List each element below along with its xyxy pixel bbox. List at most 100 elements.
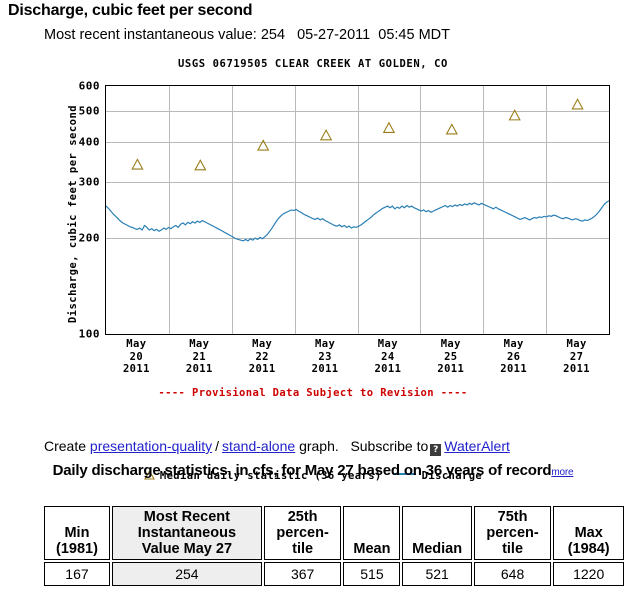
chart-legend: Median daily statistic (36 years) Dischar…	[0, 469, 626, 483]
x-tick-label: May 27 2011	[549, 338, 605, 376]
table-header-line: (1981)	[56, 541, 98, 557]
gridline-vertical	[483, 86, 485, 334]
table-value-cell: 367	[263, 562, 342, 586]
table-header-line: Min	[64, 525, 90, 541]
median-statistic-marker	[319, 129, 333, 141]
median-statistic-marker	[382, 121, 396, 133]
x-tick-line: 2011	[500, 363, 528, 375]
x-tick-label: May 23 2011	[297, 338, 353, 376]
table-header-line: (1984)	[567, 541, 610, 557]
table-header-cell: Mean	[343, 506, 401, 560]
more-link[interactable]: more	[551, 467, 574, 478]
table-header-cell: Median	[402, 506, 472, 560]
gridline-vertical	[231, 86, 233, 334]
table-value-cell: 521	[402, 562, 472, 586]
x-tick-label: May 24 2011	[360, 338, 416, 376]
median-statistic-marker	[257, 139, 270, 151]
median-statistic-marker	[508, 109, 521, 121]
table-header-row: Min (1981) Most Recent Instantaneous Value M…	[44, 506, 624, 560]
x-tick-line: 20	[129, 350, 144, 363]
table-value-row: 167 254 367 515 521 648 1220	[44, 562, 624, 586]
table-value-cell: 1220	[553, 562, 624, 586]
graph-suffix-label: graph.	[299, 438, 339, 454]
x-tick-line: 27	[569, 350, 584, 363]
y-tick-label: 500	[78, 104, 100, 118]
most-recent-value-line: Most recent instantaneous value: 254 05-…	[44, 27, 450, 43]
stats-caption-text: Daily discharge statistics, in cfs, for …	[52, 462, 552, 479]
table-header-line: 25th	[287, 509, 318, 525]
link-separator: /	[215, 438, 219, 454]
graph-links-row: Create presentation-quality / stand-alone …	[44, 438, 510, 456]
median-statistic-marker	[194, 159, 207, 171]
table-header-line: tile	[502, 541, 524, 557]
chart-title: USGS 06719505 CLEAR CREEK AT GOLDEN, CO	[178, 58, 448, 70]
provisional-data-notice: ---- Provisional Data Subject to Revisio…	[158, 387, 468, 399]
wateralert-link[interactable]: WaterAlert	[444, 438, 510, 454]
median-statistic-marker	[445, 123, 458, 135]
table-value-cell: 167	[44, 562, 110, 586]
x-tick-line: May	[566, 338, 587, 350]
x-tick-line: 22	[255, 350, 269, 363]
x-tick-label: May 22 2011	[234, 338, 290, 376]
table-header-line: Instantaneous	[137, 525, 237, 541]
gridline-vertical	[168, 86, 170, 334]
discharge-line	[106, 200, 609, 242]
x-tick-line: May	[189, 338, 210, 350]
legend-label-discharge: Discharge	[421, 470, 483, 482]
x-tick-label: May 21 2011	[171, 338, 227, 376]
stats-caption: Daily discharge statistics, in cfs, for …	[0, 461, 626, 482]
x-tick-line: 2011	[437, 363, 465, 375]
table-header-cell: Min (1981)	[44, 506, 110, 560]
discharge-chart: USGS 06719505 CLEAR CREEK AT GOLDEN, CO …	[0, 58, 626, 482]
x-tick-line: 2011	[122, 363, 150, 375]
plot-area	[105, 85, 610, 335]
discharge-line-icon	[393, 473, 416, 475]
table-value-cell: 254	[111, 562, 262, 586]
x-tick-line: 25	[444, 350, 458, 363]
x-tick-line: May	[252, 338, 273, 350]
table-header-cell: 25th percen-tile	[263, 506, 342, 560]
x-tick-line: 2011	[563, 363, 591, 375]
y-tick-label: 100	[78, 327, 100, 341]
median-statistic-marker	[131, 158, 144, 170]
legend-label-median: Median daily statistic (36 years)	[159, 470, 382, 482]
table-header-line: percen-	[486, 525, 539, 541]
table-header-line: tile	[292, 541, 314, 557]
question-mark-icon[interactable]: ?	[430, 444, 442, 456]
x-tick-line: 26	[506, 350, 521, 363]
gridline-vertical	[420, 86, 422, 334]
table-header-cell: 75th percen-tile	[473, 506, 552, 560]
presentation-quality-link[interactable]: presentation-quality	[89, 438, 213, 454]
x-tick-line: 24	[381, 350, 395, 363]
median-triangle-icon	[143, 469, 155, 483]
x-tick-line: May	[315, 338, 336, 350]
table-header-line: percen-	[276, 525, 329, 541]
table-header-cell: Most Recent Instantaneous Value May 27	[111, 506, 262, 560]
table-header-line: Max	[574, 525, 603, 541]
table-header-line: Value May 27	[141, 541, 233, 557]
x-tick-line: 2011	[185, 363, 213, 375]
daily-discharge-stats-table: Min (1981) Most Recent Instantaneous Value M…	[42, 504, 626, 588]
x-tick-line: May	[440, 338, 461, 350]
stand-alone-link[interactable]: stand-alone	[222, 438, 296, 454]
y-tick-label: 200	[78, 231, 100, 245]
y-tick-label: 400	[78, 135, 100, 149]
median-statistic-marker	[571, 98, 584, 110]
table-header-line: 75th	[497, 509, 528, 525]
x-tick-label: May 20 2011	[108, 338, 164, 376]
table-value-cell: 515	[343, 562, 401, 586]
x-tick-line: May	[503, 338, 524, 350]
table-header-cell: Max (1984)	[553, 506, 624, 560]
table-header-line: Mean	[353, 541, 391, 557]
x-tick-line: 2011	[374, 363, 402, 375]
table-header-line: Most Recent	[143, 509, 230, 525]
create-label: Create	[44, 438, 87, 454]
x-tick-label: May 25 2011	[423, 338, 479, 376]
table-header-line: Median	[412, 541, 463, 557]
x-tick-line: 2011	[248, 363, 276, 375]
y-axis-ticks: 100 200 300 400 500 600	[55, 80, 100, 341]
y-tick-label: 600	[78, 79, 100, 93]
subscribe-label: Subscribe to	[350, 438, 429, 454]
x-tick-line: 2011	[311, 363, 339, 375]
